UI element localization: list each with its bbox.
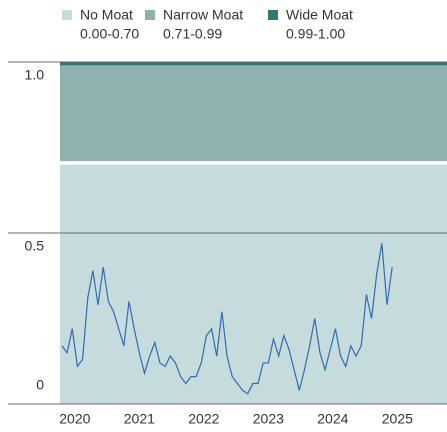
- legend-swatch: [145, 10, 155, 20]
- band: [60, 164, 447, 404]
- x-tick-label: 2021: [124, 411, 155, 427]
- legend-label: Narrow Moat: [163, 7, 243, 23]
- legend-swatch: [268, 10, 278, 20]
- x-tick-label: 2022: [188, 411, 219, 427]
- legend-range: 0.99-1.00: [286, 26, 345, 42]
- legend-swatch: [62, 10, 72, 20]
- x-tick-label: 2023: [253, 411, 284, 427]
- y-tick-label: 0: [36, 377, 44, 393]
- legend-range: 0.00-0.70: [80, 26, 139, 42]
- legend-range: 0.71-0.99: [163, 26, 222, 42]
- y-tick-label: 1.0: [25, 67, 45, 83]
- data-line: [61, 243, 393, 395]
- x-tick-label: 2024: [317, 411, 348, 427]
- x-tick-label: 2020: [59, 411, 90, 427]
- legend-label: Wide Moat: [286, 7, 353, 23]
- band: [60, 62, 447, 66]
- y-tick-label: 0.5: [25, 238, 45, 254]
- x-tick-label: 2025: [382, 411, 413, 427]
- band: [60, 65, 447, 162]
- legend-label: No Moat: [80, 7, 133, 23]
